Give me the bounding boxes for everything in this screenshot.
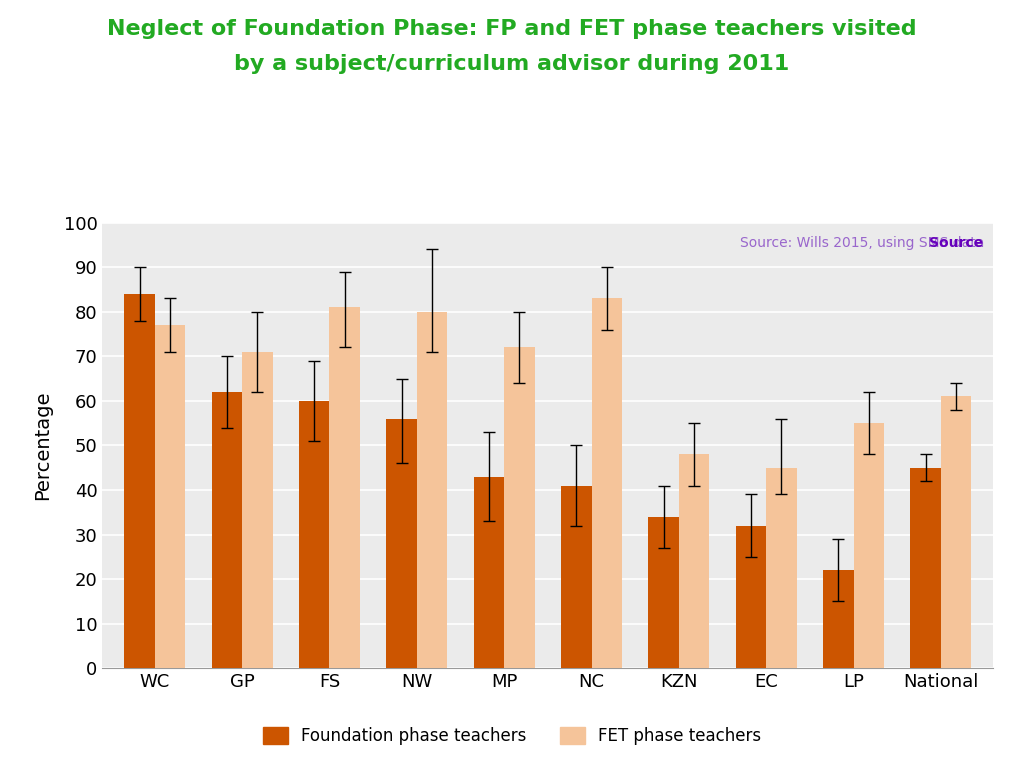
Bar xyxy=(910,468,941,668)
Bar xyxy=(941,396,972,668)
Bar xyxy=(679,455,710,668)
Bar xyxy=(766,468,797,668)
Text: Neglect of Foundation Phase: FP and FET phase teachers visited: Neglect of Foundation Phase: FP and FET … xyxy=(108,19,916,39)
Bar xyxy=(330,307,360,668)
Text: Source: Source xyxy=(930,236,983,250)
Bar xyxy=(386,419,417,668)
Bar xyxy=(735,525,766,668)
Y-axis label: Percentage: Percentage xyxy=(34,391,52,500)
Bar xyxy=(124,294,155,668)
Bar xyxy=(212,392,242,668)
Bar xyxy=(504,347,535,668)
Bar xyxy=(854,423,884,668)
Bar xyxy=(242,352,272,668)
Legend: Foundation phase teachers, FET phase teachers: Foundation phase teachers, FET phase tea… xyxy=(256,720,768,752)
Bar xyxy=(561,485,592,668)
Bar xyxy=(474,477,504,668)
Bar xyxy=(299,401,330,668)
Bar xyxy=(592,299,623,668)
Bar xyxy=(155,325,185,668)
Text: by a subject/curriculum advisor during 2011: by a subject/curriculum advisor during 2… xyxy=(234,54,790,74)
Bar xyxy=(417,312,447,668)
Bar xyxy=(648,517,679,668)
Text: Source: Wills 2015, using SMS data: Source: Wills 2015, using SMS data xyxy=(740,236,984,250)
Bar xyxy=(823,570,854,668)
